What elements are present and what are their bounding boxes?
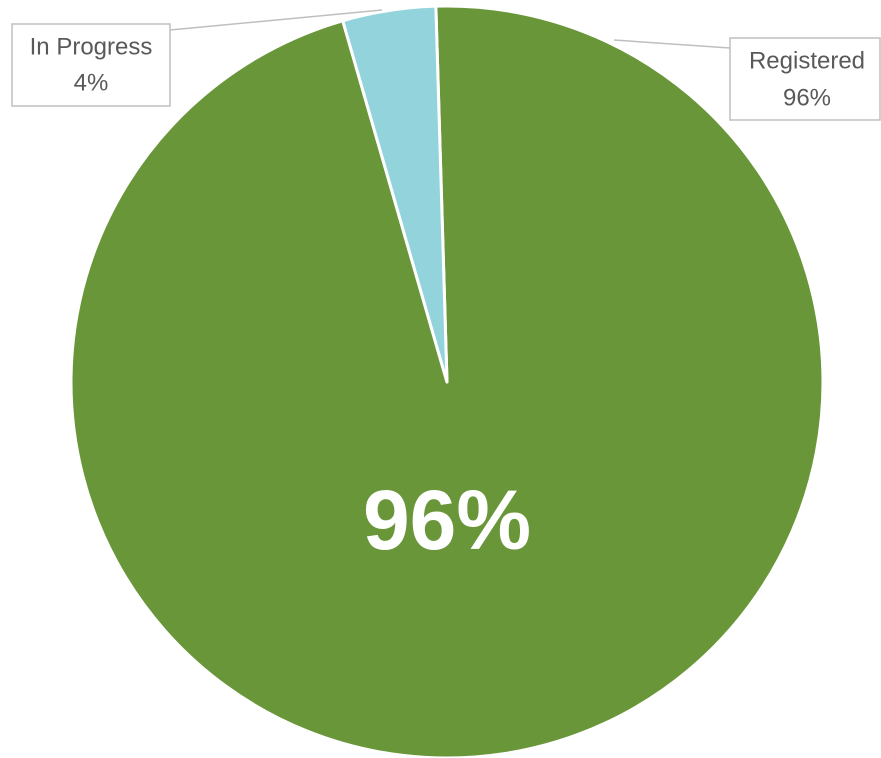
pie [69,4,825,758]
callout-box [729,37,881,121]
callout-box [11,23,171,107]
legend-label: Registered [749,47,865,74]
pie-slice [341,4,449,384]
data-label: 4% [74,69,109,96]
leader-line [613,39,731,49]
leader-line [169,9,383,31]
legend-label: In Progress [30,33,153,60]
data-label: 96% [783,84,831,111]
center-label: 96% [363,473,531,567]
